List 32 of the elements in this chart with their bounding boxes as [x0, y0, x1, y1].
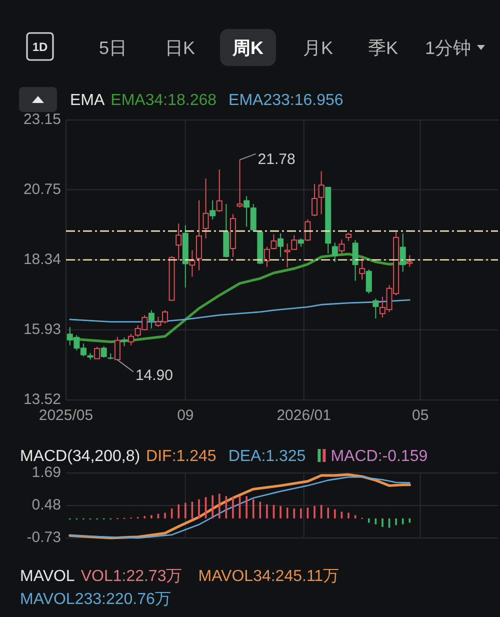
text: EMA34:18.268 [110, 92, 217, 109]
x-tick-label: 2025/05 [38, 407, 94, 424]
text: 1分钟 [424, 38, 472, 58]
y-tick-label: 15.93 [23, 320, 61, 338]
text: 日K [164, 38, 196, 58]
x-tick-label: 09 [177, 407, 194, 424]
y-tick-label: 18.34 [23, 250, 61, 268]
chart-title: MACD(34,200,8) [20, 448, 140, 465]
text: 5日 [98, 38, 128, 58]
y-tick-label: 1.69 [32, 464, 61, 481]
y-tick-label: -0.73 [26, 528, 61, 546]
y-tick-label: 20.75 [23, 180, 61, 198]
y-tick-label: 0.48 [32, 496, 61, 514]
legend-label: MACD:-0.159 [330, 448, 428, 465]
text: MAVOL [20, 568, 75, 585]
series-label: DEA:1.325 [228, 448, 306, 465]
text: MAVOL34:245.11万 [198, 568, 340, 585]
text: EMA233:16.956 [228, 92, 344, 109]
text: 月K [302, 38, 334, 58]
text: 季K [368, 38, 398, 58]
y-tick-label: 13.52 [23, 390, 61, 408]
x-tick-label: 2026/01 [276, 407, 331, 424]
text: MAVOL233:220.76万 [20, 591, 171, 608]
annotation: 14.90 [135, 366, 173, 384]
y-tick-label: 23.15 [23, 110, 61, 128]
x-tick-label: 05 [412, 407, 429, 424]
text: DIF:1.245 [146, 448, 216, 465]
text: VOL1:22.73万 [80, 568, 182, 585]
text: 周K [232, 38, 264, 58]
legend-title: EMA [70, 92, 105, 109]
annotation: 21.78 [258, 150, 296, 168]
text: 1D [32, 40, 48, 54]
